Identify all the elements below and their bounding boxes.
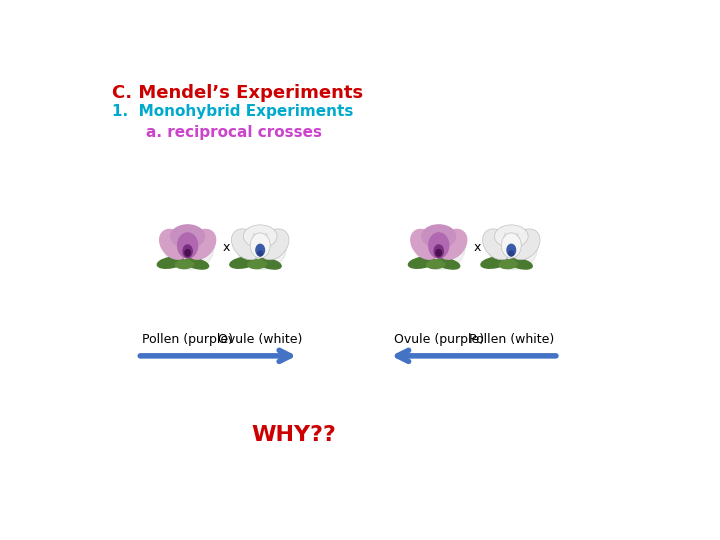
Ellipse shape	[436, 249, 441, 256]
Ellipse shape	[501, 233, 521, 258]
Ellipse shape	[248, 260, 266, 268]
Text: Pollen (white): Pollen (white)	[469, 333, 554, 346]
Ellipse shape	[165, 228, 214, 269]
Ellipse shape	[231, 229, 261, 260]
Ellipse shape	[185, 259, 209, 269]
Ellipse shape	[411, 230, 439, 259]
Ellipse shape	[481, 257, 508, 268]
Ellipse shape	[429, 233, 449, 258]
Ellipse shape	[509, 251, 513, 256]
Ellipse shape	[510, 229, 540, 260]
Ellipse shape	[160, 230, 188, 259]
Ellipse shape	[230, 257, 257, 268]
Text: Pollen (purple): Pollen (purple)	[142, 333, 233, 346]
Ellipse shape	[190, 256, 201, 262]
Ellipse shape	[488, 228, 537, 269]
Ellipse shape	[237, 228, 287, 269]
Ellipse shape	[426, 260, 445, 268]
Ellipse shape	[499, 260, 518, 268]
Ellipse shape	[263, 256, 274, 262]
Ellipse shape	[408, 257, 436, 268]
Ellipse shape	[495, 225, 528, 248]
Ellipse shape	[258, 259, 281, 269]
Ellipse shape	[507, 244, 516, 256]
Ellipse shape	[441, 256, 452, 262]
Ellipse shape	[438, 230, 467, 259]
Ellipse shape	[256, 244, 264, 256]
Ellipse shape	[183, 245, 192, 258]
Ellipse shape	[420, 254, 432, 262]
Ellipse shape	[185, 249, 190, 256]
Ellipse shape	[253, 233, 255, 249]
Ellipse shape	[436, 259, 459, 269]
Ellipse shape	[434, 245, 444, 258]
Text: Ovule (purple): Ovule (purple)	[394, 333, 484, 346]
Text: 1.  Monohybrid Experiments: 1. Monohybrid Experiments	[112, 104, 354, 119]
Ellipse shape	[259, 229, 289, 260]
Ellipse shape	[242, 254, 253, 262]
Ellipse shape	[178, 233, 197, 258]
Ellipse shape	[251, 233, 270, 258]
Ellipse shape	[510, 233, 512, 249]
Text: x: x	[474, 241, 482, 254]
Ellipse shape	[504, 233, 506, 249]
Ellipse shape	[482, 229, 513, 260]
Ellipse shape	[243, 225, 277, 248]
Ellipse shape	[258, 251, 263, 256]
Ellipse shape	[169, 254, 181, 262]
Ellipse shape	[516, 233, 518, 249]
Ellipse shape	[187, 230, 215, 259]
Ellipse shape	[509, 259, 532, 269]
Ellipse shape	[415, 228, 465, 269]
Text: WHY??: WHY??	[251, 426, 336, 446]
Ellipse shape	[157, 257, 184, 268]
Text: a. reciprocal crosses: a. reciprocal crosses	[145, 125, 322, 140]
Text: x: x	[223, 241, 230, 254]
Ellipse shape	[422, 225, 456, 248]
Text: C. Mendel’s Experiments: C. Mendel’s Experiments	[112, 84, 364, 102]
Ellipse shape	[493, 254, 505, 262]
Ellipse shape	[266, 233, 267, 249]
Text: Ovule (white): Ovule (white)	[218, 333, 302, 346]
Ellipse shape	[171, 225, 204, 248]
Ellipse shape	[259, 233, 261, 249]
Ellipse shape	[176, 260, 194, 268]
Ellipse shape	[513, 256, 524, 262]
